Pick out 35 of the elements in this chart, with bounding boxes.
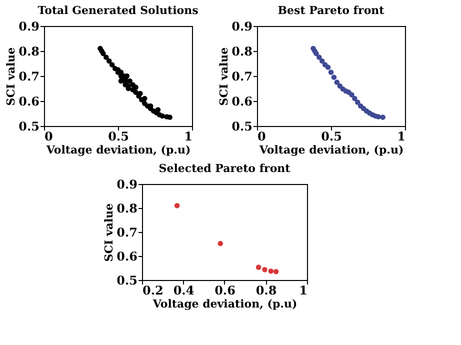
x-tick-label: 1: [184, 130, 192, 144]
y-tick-label: 0.5: [116, 274, 138, 288]
x-tick-label: 0.6: [214, 284, 236, 298]
x-tick-label: 0: [44, 130, 53, 144]
x-tick-label: 0.5: [321, 130, 342, 144]
x-tick-label: 1: [397, 130, 406, 144]
y-tick-label: 0.7: [18, 70, 40, 84]
y-tick-label: 0.5: [18, 120, 40, 134]
y-axis-title: SCI value: [102, 203, 116, 262]
y-tick-label: 0.8: [232, 44, 252, 58]
y-tick-label: 0.9: [232, 20, 252, 34]
x-tick-label: 0.4: [173, 284, 194, 298]
y-tick-label: 0.6: [232, 94, 252, 108]
chart-title: Best Pareto front: [278, 4, 386, 17]
chart-title: Total Generated Solutions: [38, 4, 198, 17]
y-tick-label: 0.7: [116, 226, 138, 240]
y-tick-label: 0.8: [18, 44, 40, 58]
y-tick-label: 0.6: [18, 94, 40, 108]
y-tick-label: 0.6: [116, 250, 138, 264]
y-tick-label: 0.9: [18, 20, 40, 34]
y-tick-label: 0.9: [116, 178, 138, 192]
y-axis-title: SCI value: [4, 47, 18, 106]
y-tick-label: 0.5: [232, 120, 252, 134]
x-axis-title: Voltage deviation, (p.u): [45, 144, 191, 156]
x-tick-label: 0: [258, 130, 266, 144]
x-tick-label: 1: [299, 284, 308, 298]
y-tick-label: 0.7: [232, 70, 252, 84]
chart-title: Selected Pareto front: [158, 162, 292, 175]
x-tick-label: 0.8: [256, 284, 277, 298]
x-tick-label: 0.5: [108, 130, 129, 144]
x-axis-title: Voltage deviation, (p.u): [258, 144, 404, 156]
y-axis-title: SCI value: [218, 47, 231, 106]
y-tick-label: 0.8: [116, 202, 138, 216]
x-axis-title: Voltage deviation, (p.u): [152, 298, 298, 310]
x-tick-label: 0.2: [142, 284, 164, 298]
